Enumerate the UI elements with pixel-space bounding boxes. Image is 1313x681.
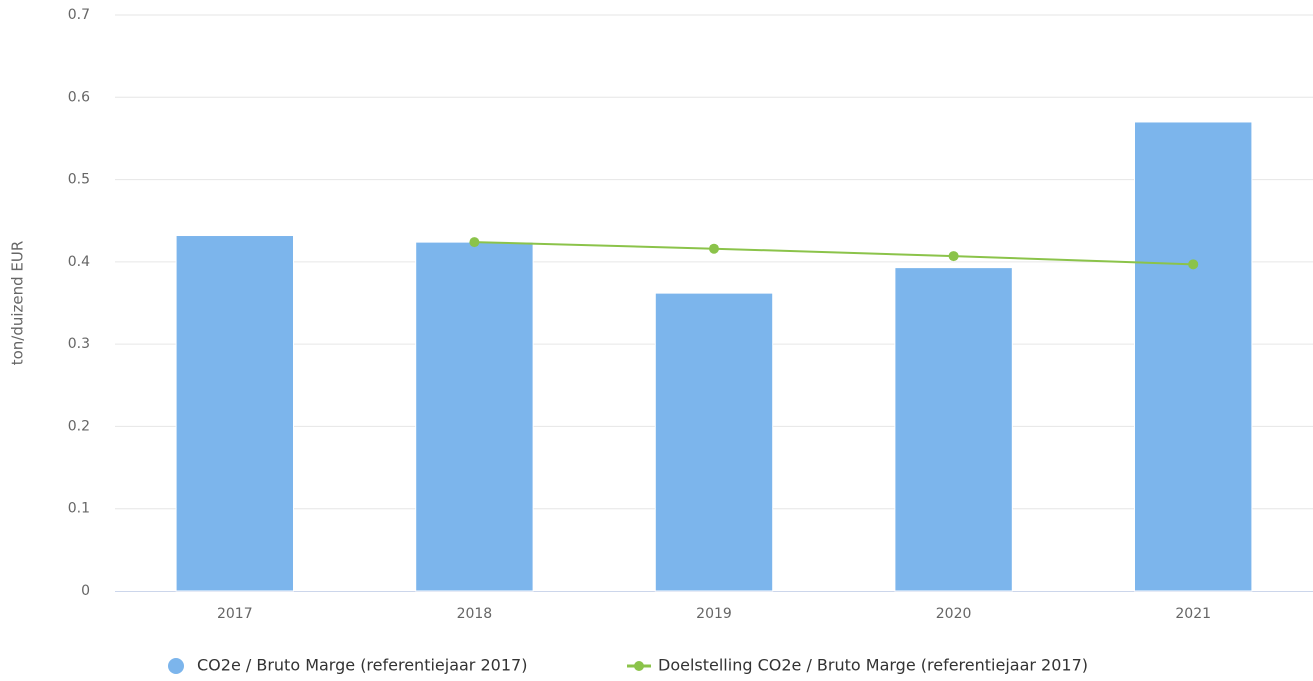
line	[474, 241, 1194, 266]
bar	[654, 292, 774, 592]
point	[709, 243, 719, 254]
y-tick-label: 0.2	[68, 418, 90, 434]
point	[469, 237, 480, 248]
y-tick-label: 0.3	[68, 336, 90, 352]
y-tick-label: 0.4	[68, 254, 90, 270]
x-tick-label: 2018	[457, 606, 493, 622]
y-tick-label: 0.7	[68, 7, 90, 23]
legend: CO2e / Bruto Marge (referentiejaar 2017)…	[168, 656, 1088, 675]
y-tick-label: 0.5	[68, 172, 90, 188]
y-tick-label: 0.6	[68, 89, 90, 105]
bar	[175, 235, 295, 592]
y-tick-label: 0	[81, 583, 90, 599]
x-tick-label: 2019	[696, 606, 732, 622]
x-tick-label: 2020	[936, 606, 972, 622]
legend-label: Doelstelling CO2e / Bruto Marge (referen…	[658, 656, 1088, 675]
point	[1188, 259, 1199, 270]
y-axis-label: ton/duizend EUR	[9, 241, 27, 366]
x-tick-label: 2017	[217, 606, 253, 622]
bar	[894, 267, 1013, 592]
legend-marker	[168, 658, 184, 674]
x-tick-label: 2021	[1175, 606, 1211, 622]
bar	[1133, 121, 1253, 592]
legend-marker	[634, 661, 644, 671]
bar	[415, 241, 534, 592]
point	[948, 251, 959, 262]
y-tick-label: 0.1	[68, 501, 90, 517]
legend-label: CO2e / Bruto Marge (referentiejaar 2017)	[197, 656, 527, 675]
